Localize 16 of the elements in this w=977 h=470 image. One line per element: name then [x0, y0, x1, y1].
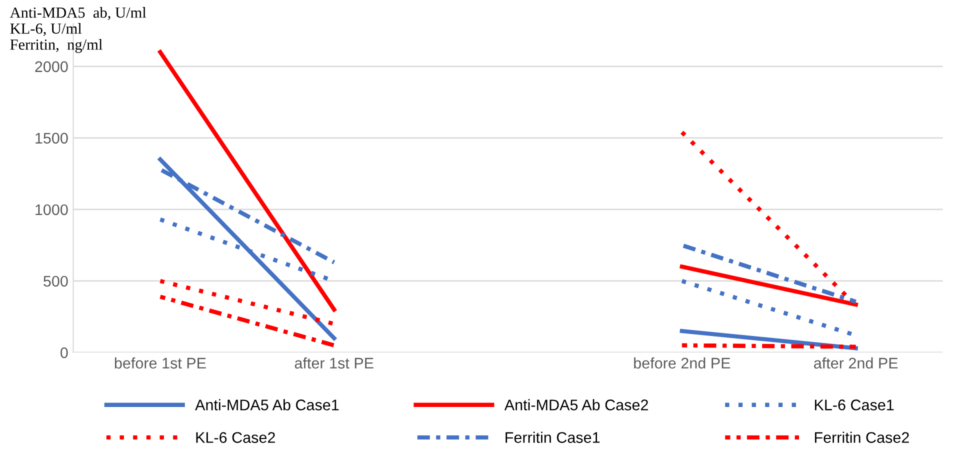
- legend-label: KL-6 Case1: [814, 400, 894, 410]
- y-tick-label: 2000: [35, 61, 68, 72]
- legend-label: KL-6 Case2: [196, 432, 275, 443]
- y-axis-title: Anti-MDA5 ab, U/ml KL-6, U/ml Ferritin, ng/ml: [10, 7, 146, 53]
- x-tick-label: after 1st PE: [294, 357, 374, 369]
- x-tick-label: before 1st PE: [114, 357, 206, 369]
- legend-label: Ferritin Case1: [506, 432, 600, 443]
- y-tick-label: 1500: [36, 132, 68, 144]
- legend-label: Anti-MDA5 Ab Case1: [195, 399, 339, 410]
- legend-label: Anti-MDA5 Ab Case2: [504, 399, 648, 410]
- x-tick-label: before 2nd PE: [634, 357, 730, 369]
- y-tick-label: 500: [44, 276, 68, 287]
- x-tick-label: after 2nd PE: [814, 357, 898, 369]
- legend-label: Ferritin Case2: [814, 432, 909, 443]
- y-tick-label: 1000: [36, 204, 68, 216]
- y-tick-label: 0: [60, 347, 68, 358]
